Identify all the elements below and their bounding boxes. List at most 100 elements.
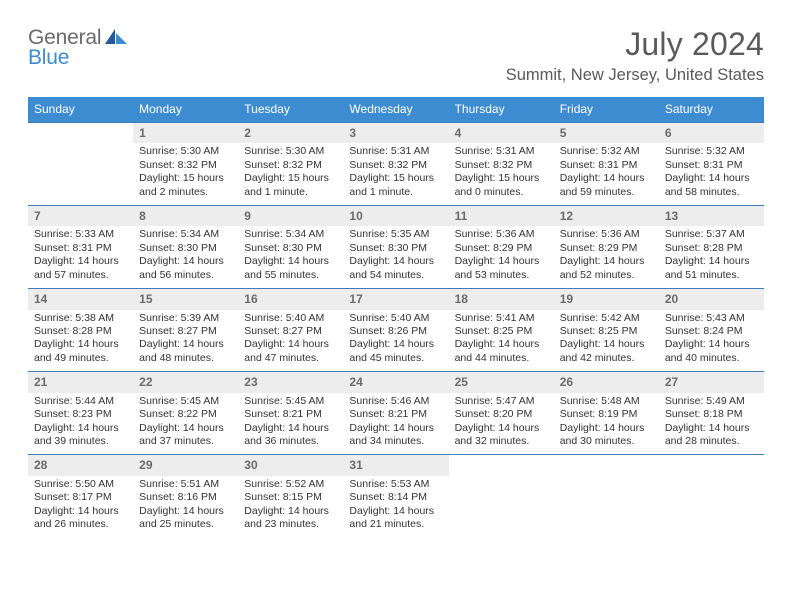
day-daylight2: and 25 minutes. xyxy=(139,518,232,531)
day-sunrise: Sunrise: 5:34 AM xyxy=(244,228,337,241)
daynum-bar: 4 xyxy=(449,122,554,143)
day-sunset: Sunset: 8:30 PM xyxy=(244,242,337,255)
day-daylight1: Daylight: 14 hours xyxy=(455,422,548,435)
week-row: 14Sunrise: 5:38 AMSunset: 8:28 PMDayligh… xyxy=(28,288,764,371)
weeks-container: 1Sunrise: 5:30 AMSunset: 8:32 PMDaylight… xyxy=(28,122,764,538)
day-sunrise: Sunrise: 5:39 AM xyxy=(139,312,232,325)
day-sunset: Sunset: 8:32 PM xyxy=(139,159,232,172)
day-body: Sunrise: 5:33 AMSunset: 8:31 PMDaylight:… xyxy=(28,226,133,288)
daynum-bar: 1 xyxy=(133,122,238,143)
weekday-sunday: Sunday xyxy=(28,97,133,122)
day-sunrise: Sunrise: 5:46 AM xyxy=(349,395,442,408)
weekday-tuesday: Tuesday xyxy=(238,97,343,122)
day-body: Sunrise: 5:34 AMSunset: 8:30 PMDaylight:… xyxy=(133,226,238,288)
daynum-bar: 2 xyxy=(238,122,343,143)
day-daylight1: Daylight: 14 hours xyxy=(139,255,232,268)
day-sunset: Sunset: 8:25 PM xyxy=(560,325,653,338)
day-daylight1: Daylight: 15 hours xyxy=(349,172,442,185)
daynum-bar: 12 xyxy=(554,205,659,226)
day-body: Sunrise: 5:31 AMSunset: 8:32 PMDaylight:… xyxy=(343,143,448,205)
day-cell: 20Sunrise: 5:43 AMSunset: 8:24 PMDayligh… xyxy=(659,288,764,371)
day-daylight1: Daylight: 14 hours xyxy=(665,338,758,351)
day-body: Sunrise: 5:37 AMSunset: 8:28 PMDaylight:… xyxy=(659,226,764,288)
day-sunset: Sunset: 8:15 PM xyxy=(244,491,337,504)
day-daylight2: and 56 minutes. xyxy=(139,269,232,282)
weekday-wednesday: Wednesday xyxy=(343,97,448,122)
day-sunset: Sunset: 8:20 PM xyxy=(455,408,548,421)
day-daylight2: and 55 minutes. xyxy=(244,269,337,282)
logo-sail-icon xyxy=(105,28,127,48)
day-sunset: Sunset: 8:21 PM xyxy=(349,408,442,421)
daynum-bar: 29 xyxy=(133,454,238,475)
daynum-bar: 10 xyxy=(343,205,448,226)
logo-word1: General xyxy=(28,28,101,48)
day-sunrise: Sunrise: 5:44 AM xyxy=(34,395,127,408)
day-daylight2: and 34 minutes. xyxy=(349,435,442,448)
day-sunrise: Sunrise: 5:31 AM xyxy=(455,145,548,158)
day-cell: 23Sunrise: 5:45 AMSunset: 8:21 PMDayligh… xyxy=(238,371,343,454)
day-body: Sunrise: 5:36 AMSunset: 8:29 PMDaylight:… xyxy=(554,226,659,288)
day-cell: 9Sunrise: 5:34 AMSunset: 8:30 PMDaylight… xyxy=(238,205,343,288)
daynum-bar: 24 xyxy=(343,371,448,392)
day-daylight2: and 36 minutes. xyxy=(244,435,337,448)
month-title: July 2024 xyxy=(506,26,764,63)
daynum-bar: 19 xyxy=(554,288,659,309)
title-block: July 2024 Summit, New Jersey, United Sta… xyxy=(506,26,764,85)
day-sunrise: Sunrise: 5:53 AM xyxy=(349,478,442,491)
daynum-bar: 23 xyxy=(238,371,343,392)
day-daylight2: and 54 minutes. xyxy=(349,269,442,282)
day-daylight2: and 0 minutes. xyxy=(455,186,548,199)
day-sunrise: Sunrise: 5:32 AM xyxy=(665,145,758,158)
day-body: Sunrise: 5:36 AMSunset: 8:29 PMDaylight:… xyxy=(449,226,554,288)
daynum-bar: 18 xyxy=(449,288,554,309)
day-daylight1: Daylight: 14 hours xyxy=(665,255,758,268)
day-cell: 1Sunrise: 5:30 AMSunset: 8:32 PMDaylight… xyxy=(133,122,238,205)
day-body: Sunrise: 5:52 AMSunset: 8:15 PMDaylight:… xyxy=(238,476,343,538)
day-daylight2: and 52 minutes. xyxy=(560,269,653,282)
week-row: 1Sunrise: 5:30 AMSunset: 8:32 PMDaylight… xyxy=(28,122,764,205)
day-sunrise: Sunrise: 5:41 AM xyxy=(455,312,548,325)
day-body: Sunrise: 5:42 AMSunset: 8:25 PMDaylight:… xyxy=(554,310,659,372)
day-sunrise: Sunrise: 5:34 AM xyxy=(139,228,232,241)
day-daylight1: Daylight: 14 hours xyxy=(560,255,653,268)
day-daylight1: Daylight: 14 hours xyxy=(139,505,232,518)
day-sunset: Sunset: 8:27 PM xyxy=(244,325,337,338)
daynum-bar: 3 xyxy=(343,122,448,143)
day-cell: 2Sunrise: 5:30 AMSunset: 8:32 PMDaylight… xyxy=(238,122,343,205)
day-cell: 22Sunrise: 5:45 AMSunset: 8:22 PMDayligh… xyxy=(133,371,238,454)
day-daylight2: and 21 minutes. xyxy=(349,518,442,531)
day-sunset: Sunset: 8:18 PM xyxy=(665,408,758,421)
day-daylight1: Daylight: 14 hours xyxy=(244,505,337,518)
day-cell: 10Sunrise: 5:35 AMSunset: 8:30 PMDayligh… xyxy=(343,205,448,288)
logo: General Blue xyxy=(28,26,127,68)
day-daylight2: and 49 minutes. xyxy=(34,352,127,365)
day-body: Sunrise: 5:30 AMSunset: 8:32 PMDaylight:… xyxy=(133,143,238,205)
day-daylight2: and 1 minute. xyxy=(244,186,337,199)
day-cell: 8Sunrise: 5:34 AMSunset: 8:30 PMDaylight… xyxy=(133,205,238,288)
day-sunrise: Sunrise: 5:48 AM xyxy=(560,395,653,408)
day-body: Sunrise: 5:44 AMSunset: 8:23 PMDaylight:… xyxy=(28,393,133,455)
day-cell: 4Sunrise: 5:31 AMSunset: 8:32 PMDaylight… xyxy=(449,122,554,205)
day-cell: 12Sunrise: 5:36 AMSunset: 8:29 PMDayligh… xyxy=(554,205,659,288)
day-sunset: Sunset: 8:29 PM xyxy=(455,242,548,255)
day-daylight2: and 40 minutes. xyxy=(665,352,758,365)
daynum-bar: 25 xyxy=(449,371,554,392)
day-sunset: Sunset: 8:23 PM xyxy=(34,408,127,421)
daynum-bar-empty xyxy=(659,454,764,474)
day-daylight1: Daylight: 14 hours xyxy=(560,422,653,435)
daynum-bar-empty xyxy=(554,454,659,474)
day-cell: 26Sunrise: 5:48 AMSunset: 8:19 PMDayligh… xyxy=(554,371,659,454)
daynum-bar: 27 xyxy=(659,371,764,392)
weekday-friday: Friday xyxy=(554,97,659,122)
day-daylight2: and 32 minutes. xyxy=(455,435,548,448)
daynum-bar: 7 xyxy=(28,205,133,226)
day-daylight1: Daylight: 14 hours xyxy=(455,338,548,351)
day-body: Sunrise: 5:51 AMSunset: 8:16 PMDaylight:… xyxy=(133,476,238,538)
day-sunrise: Sunrise: 5:45 AM xyxy=(244,395,337,408)
day-daylight2: and 42 minutes. xyxy=(560,352,653,365)
day-body: Sunrise: 5:30 AMSunset: 8:32 PMDaylight:… xyxy=(238,143,343,205)
day-daylight1: Daylight: 14 hours xyxy=(560,172,653,185)
day-sunset: Sunset: 8:16 PM xyxy=(139,491,232,504)
day-daylight1: Daylight: 14 hours xyxy=(34,422,127,435)
day-sunrise: Sunrise: 5:49 AM xyxy=(665,395,758,408)
